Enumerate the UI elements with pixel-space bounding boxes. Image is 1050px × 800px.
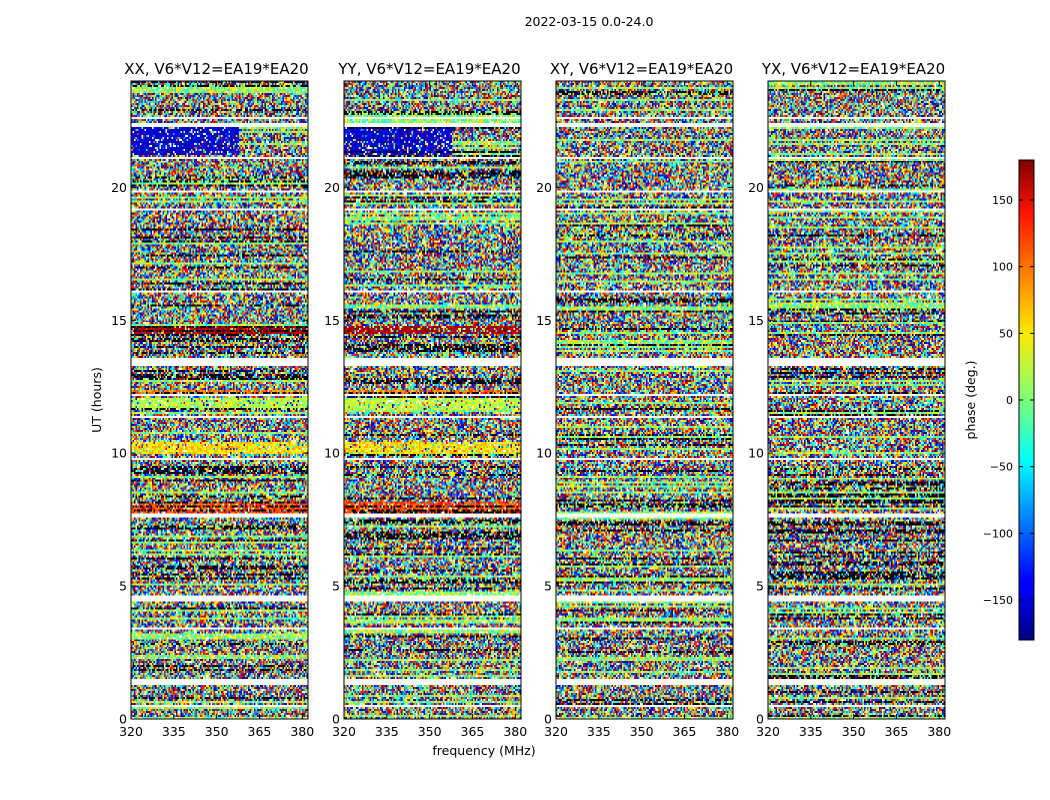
- x-tick-label: 380: [927, 724, 951, 739]
- x-tick-label: 335: [375, 724, 399, 739]
- x-tick-label: 365: [673, 724, 697, 739]
- y-tick-label: 15: [111, 313, 127, 328]
- x-tick-label: 365: [461, 724, 485, 739]
- panel-frame: [767, 80, 946, 720]
- panel-title: XX, V6*V12=EA19*EA20: [124, 60, 308, 78]
- x-tick-label: 380: [715, 724, 739, 739]
- x-tick-label: 365: [248, 724, 272, 739]
- y-tick-label: 20: [748, 180, 764, 195]
- x-tick-label: 350: [205, 724, 229, 739]
- y-tick-label: 5: [332, 579, 340, 594]
- y-axis-label: UT (hours): [89, 367, 104, 433]
- panel-yx: YX, V6*V12=EA19*EA20 320 335 350 365 380 0 5 10 1…: [748, 60, 951, 739]
- y-tick-label: 0: [332, 712, 340, 727]
- phase-heatmap: [556, 81, 733, 719]
- y-tick-label: 0: [544, 712, 552, 727]
- y-tick-label: 10: [324, 446, 340, 461]
- panel-xy: XY, V6*V12=EA19*EA20 320 335 350 365 380 0 5 10 1…: [536, 60, 739, 739]
- colorbar-tick-label: −50: [990, 461, 1013, 474]
- y-tick-label: 20: [324, 180, 340, 195]
- colorbar-label: phase (deg.): [963, 361, 978, 440]
- panel-frame: [343, 80, 522, 720]
- panels: XX, V6*V12=EA19*EA20 320 335 350 365 380 0 5 10 1…: [111, 60, 951, 739]
- x-tick-label: 335: [587, 724, 611, 739]
- y-tick-label: 0: [756, 712, 764, 727]
- y-tick-label: 5: [119, 579, 127, 594]
- panel-title: YY, V6*V12=EA19*EA20: [337, 60, 520, 78]
- colorbar-tick-label: −150: [983, 594, 1013, 607]
- y-tick-label: 15: [536, 313, 552, 328]
- colorbar-tick-label: 50: [999, 327, 1013, 340]
- x-tick-label: 380: [290, 724, 314, 739]
- figure-title: 2022-03-15 0.0-24.0: [525, 14, 654, 29]
- x-tick-label: 320: [332, 724, 356, 739]
- phase-heatmap: [344, 81, 521, 719]
- panel-title: YX, V6*V12=EA19*EA20: [761, 60, 945, 78]
- y-tick-label: 15: [748, 313, 764, 328]
- x-tick-label: 320: [756, 724, 780, 739]
- phase-heatmap: [131, 81, 308, 719]
- colorbar-ticks: 150 100 50 0 −50 −100 −150: [983, 194, 1034, 607]
- x-tick-label: 335: [799, 724, 823, 739]
- y-tick-label: 0: [119, 712, 127, 727]
- panel-xx: XX, V6*V12=EA19*EA20 320 335 350 365 380 0 5 10 1…: [111, 60, 314, 739]
- x-tick-label: 365: [885, 724, 909, 739]
- colorbar-tick-label: 150: [992, 194, 1013, 207]
- colorbar-tick-label: 0: [1006, 394, 1013, 407]
- y-tick-label: 10: [536, 446, 552, 461]
- colorbar-tick-label: 100: [992, 261, 1013, 274]
- x-tick-label: 320: [119, 724, 143, 739]
- panel-title: XY, V6*V12=EA19*EA20: [550, 60, 733, 78]
- y-tick-label: 5: [756, 579, 764, 594]
- x-tick-label: 350: [842, 724, 866, 739]
- y-tick-label: 20: [111, 180, 127, 195]
- x-tick-label: 335: [162, 724, 186, 739]
- y-tick-label: 10: [111, 446, 127, 461]
- x-axis-label: frequency (MHz): [432, 743, 535, 758]
- panel-yy: YY, V6*V12=EA19*EA20 320 335 350 365 380 0 5 10 1…: [324, 60, 527, 739]
- panel-frame: [130, 80, 309, 720]
- y-tick-label: 15: [324, 313, 340, 328]
- x-tick-label: 320: [544, 724, 568, 739]
- colorbar: 150 100 50 0 −50 −100 −150 phase (deg.): [963, 159, 1035, 641]
- colorbar-tick-label: −100: [983, 527, 1013, 540]
- y-tick-label: 20: [536, 180, 552, 195]
- y-tick-label: 5: [544, 579, 552, 594]
- x-tick-label: 350: [630, 724, 654, 739]
- panel-frame: [555, 80, 734, 720]
- x-tick-label: 380: [503, 724, 527, 739]
- y-tick-label: 10: [748, 446, 764, 461]
- x-tick-label: 350: [418, 724, 442, 739]
- phase-heatmap: [768, 81, 945, 719]
